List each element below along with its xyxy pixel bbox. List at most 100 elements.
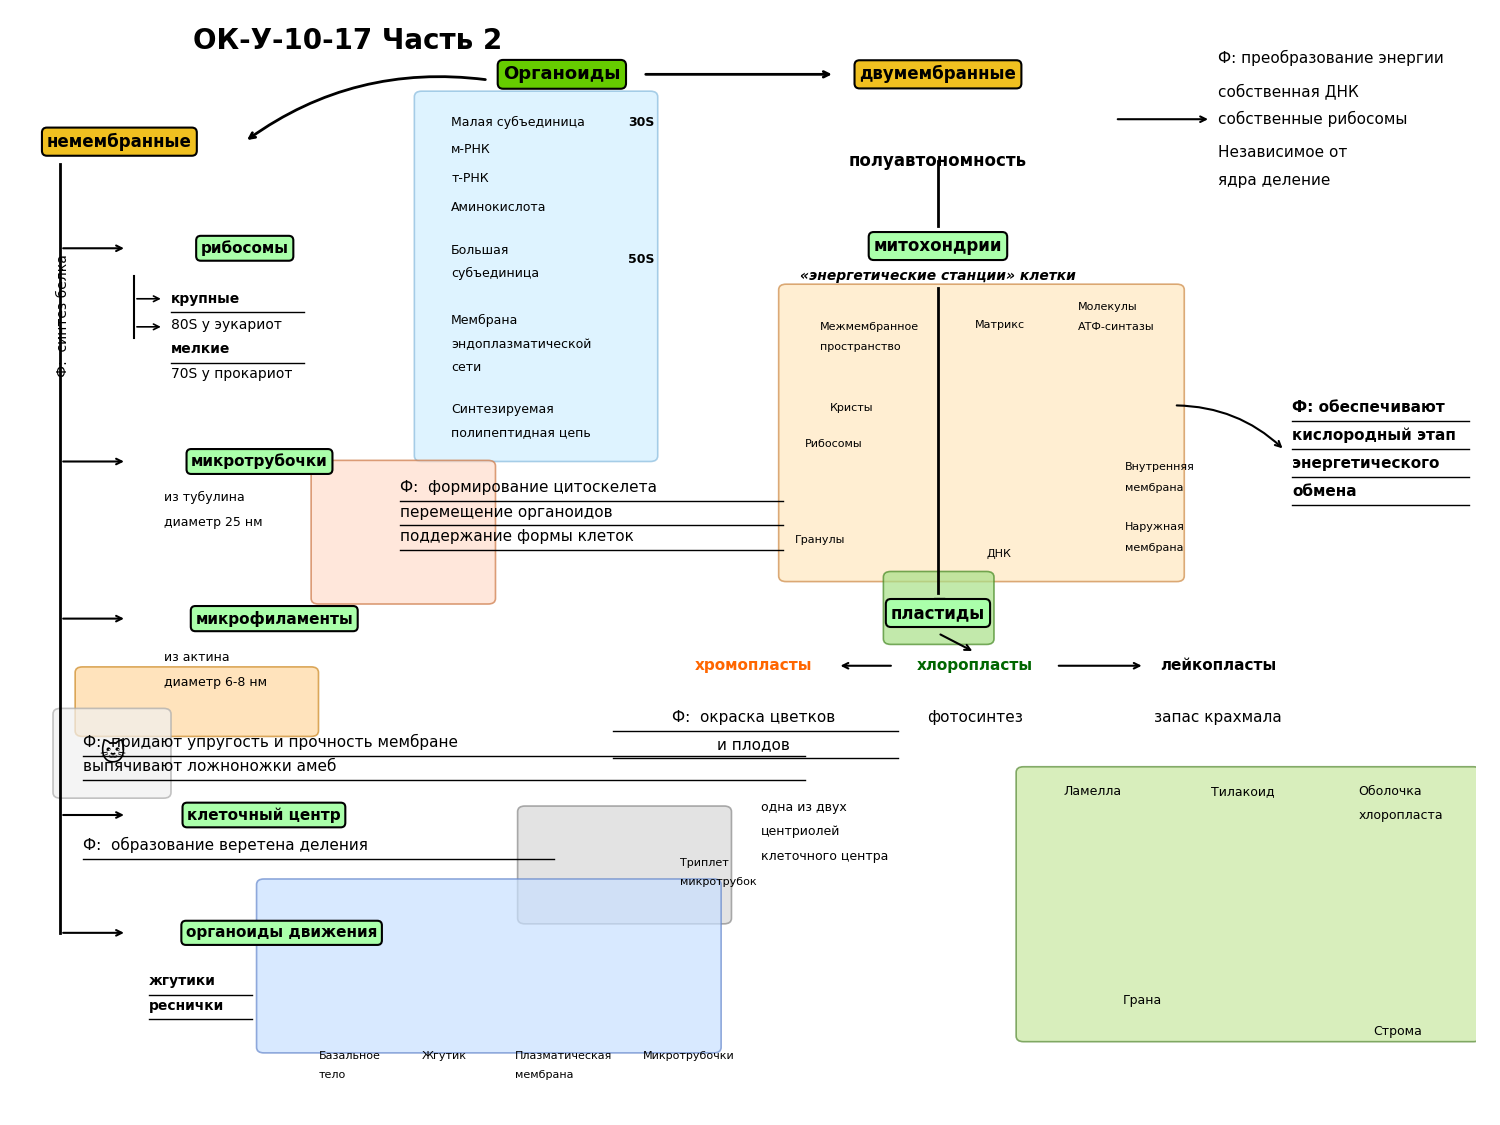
Text: из тубулина: из тубулина — [164, 490, 244, 504]
Text: клеточный центр: клеточный центр — [188, 808, 340, 822]
Text: Мембрана: Мембрана — [452, 314, 519, 326]
Text: немембранные: немембранные — [46, 133, 192, 151]
Text: Независимое от: Независимое от — [1218, 145, 1347, 161]
Text: 70S у прокариот: 70S у прокариот — [171, 367, 292, 381]
Text: энергетического: энергетического — [1292, 457, 1440, 471]
Text: собственная ДНК: собственная ДНК — [1218, 83, 1359, 99]
Text: Жгутик: Жгутик — [422, 1051, 466, 1061]
Text: обмена: обмена — [1292, 484, 1356, 500]
Text: Гранулы: Гранулы — [795, 536, 846, 544]
Text: Рибосомы: Рибосомы — [806, 439, 862, 449]
Text: хромопласты: хромопласты — [694, 658, 813, 673]
Text: митохондрии: митохондрии — [873, 237, 1002, 255]
Text: 80S у эукариот: 80S у эукариот — [171, 317, 282, 332]
Text: мелкие: мелкие — [171, 342, 231, 357]
Text: Грана: Грана — [1122, 993, 1161, 1007]
Text: 🌿: 🌿 — [933, 597, 946, 618]
FancyBboxPatch shape — [414, 91, 657, 461]
Text: жгутики: жгутики — [148, 974, 216, 988]
Text: Ф: обеспечивают: Ф: обеспечивают — [1292, 400, 1444, 415]
Text: субъединица: субъединица — [452, 267, 540, 279]
Text: Кристы: Кристы — [831, 403, 874, 413]
Text: мембрана: мембрана — [1125, 543, 1184, 552]
Text: клеточного центра: клеточного центра — [760, 850, 888, 863]
Text: Базальное: Базальное — [318, 1051, 381, 1061]
Text: центриолей: центриолей — [760, 826, 840, 838]
Text: Оболочка: Оболочка — [1359, 785, 1422, 798]
FancyBboxPatch shape — [53, 709, 171, 798]
Text: Аминокислота: Аминокислота — [452, 201, 546, 215]
FancyBboxPatch shape — [518, 806, 732, 924]
Text: мембрана: мембрана — [1125, 484, 1184, 494]
Text: «энергетические станции» клетки: «энергетические станции» клетки — [800, 269, 1076, 284]
Text: АТФ-синтазы: АТФ-синтазы — [1078, 322, 1155, 332]
Text: выпячивают ложноножки амеб: выпячивают ложноножки амеб — [82, 759, 336, 774]
FancyBboxPatch shape — [884, 572, 995, 645]
Text: Ф:  образование веретена деления: Ф: образование веретена деления — [82, 837, 368, 854]
Text: Молекулы: Молекулы — [1078, 302, 1137, 312]
Text: собственные рибосомы: собственные рибосомы — [1218, 111, 1407, 127]
FancyBboxPatch shape — [310, 460, 495, 604]
Text: Межмембранное: Межмембранное — [821, 322, 920, 332]
Text: Строма: Строма — [1372, 1025, 1422, 1038]
Text: рибосомы: рибосомы — [201, 241, 288, 256]
Text: запас крахмала: запас крахмала — [1155, 710, 1282, 724]
Text: Матрикс: Матрикс — [975, 319, 1024, 330]
Text: м-РНК: м-РНК — [452, 143, 491, 156]
Text: хлоропласты: хлоропласты — [916, 658, 1034, 673]
Text: Органоиды: Органоиды — [503, 65, 621, 83]
Text: Триплет: Триплет — [680, 858, 729, 868]
Text: Ламелла: Ламелла — [1064, 785, 1122, 798]
Text: микрофиламенты: микрофиламенты — [195, 611, 352, 627]
Text: диаметр 25 нм: диаметр 25 нм — [164, 515, 262, 529]
Text: перемещение органоидов: перемещение органоидов — [399, 504, 612, 520]
Text: т-РНК: т-РНК — [452, 172, 489, 186]
Text: одна из двух: одна из двух — [760, 801, 846, 813]
Text: эндоплазматической: эндоплазматической — [452, 339, 591, 351]
Text: ядра деление: ядра деление — [1218, 173, 1330, 189]
FancyBboxPatch shape — [1016, 767, 1480, 1042]
Text: сети: сети — [452, 361, 482, 374]
Text: Ф:  синтез белка: Ф: синтез белка — [57, 254, 70, 377]
Text: Тилакоид: Тилакоид — [1210, 785, 1275, 798]
Text: из актина: из актина — [164, 651, 230, 665]
Text: крупные: крупные — [171, 291, 240, 306]
Text: диаметр 6-8 нм: диаметр 6-8 нм — [164, 676, 267, 690]
Text: ДНК: ДНК — [987, 549, 1011, 558]
Text: микротрубочки: микротрубочки — [190, 453, 328, 469]
Text: Большая: Большая — [452, 244, 510, 256]
Text: фотосинтез: фотосинтез — [927, 710, 1023, 724]
Text: и плодов: и плодов — [717, 737, 791, 752]
Text: ОК-У-10-17 Часть 2: ОК-У-10-17 Часть 2 — [194, 27, 502, 55]
Text: пространство: пространство — [821, 342, 900, 352]
Text: полуавтономность: полуавтономность — [849, 152, 1028, 170]
FancyBboxPatch shape — [778, 285, 1185, 582]
FancyBboxPatch shape — [75, 667, 318, 737]
Text: Плазматическая: Плазматическая — [514, 1051, 612, 1061]
Text: кислородный этап: кислородный этап — [1292, 428, 1456, 443]
Text: поддержание формы клеток: поддержание формы клеток — [399, 529, 633, 544]
Text: 30S: 30S — [628, 116, 654, 129]
FancyBboxPatch shape — [256, 879, 721, 1053]
Text: Ф:  придают упругость и прочность мембране: Ф: придают упругость и прочность мембран… — [82, 734, 458, 750]
Text: мембрана: мембрана — [514, 1070, 573, 1080]
Text: двумембранные: двумембранные — [859, 65, 1017, 83]
Text: Ф:  окраска цветков: Ф: окраска цветков — [672, 710, 836, 724]
Text: Малая субъединица: Малая субъединица — [452, 116, 585, 129]
Text: органоиды движения: органоиды движения — [186, 926, 378, 940]
Text: Синтезируемая: Синтезируемая — [452, 404, 554, 416]
Text: микротрубок: микротрубок — [680, 878, 756, 888]
Text: Ф: преобразование энергии: Ф: преобразование энергии — [1218, 50, 1444, 65]
Text: лейкопласты: лейкопласты — [1160, 658, 1276, 673]
Text: полипептидная цепь: полипептидная цепь — [452, 426, 591, 439]
Text: Ф:  формирование цитоскелета: Ф: формирование цитоскелета — [399, 479, 657, 495]
Text: Внутренняя: Внутренняя — [1125, 462, 1196, 472]
Text: реснички: реснички — [148, 999, 224, 1012]
Text: 50S: 50S — [628, 253, 654, 266]
Text: 🐱: 🐱 — [99, 741, 124, 765]
Text: Микротрубочки: Микротрубочки — [644, 1051, 735, 1061]
Text: Наружная: Наружная — [1125, 522, 1185, 532]
Text: тело: тело — [318, 1070, 345, 1080]
Text: хлоропласта: хлоропласта — [1359, 809, 1443, 821]
Text: пластиды: пластиды — [891, 604, 986, 622]
